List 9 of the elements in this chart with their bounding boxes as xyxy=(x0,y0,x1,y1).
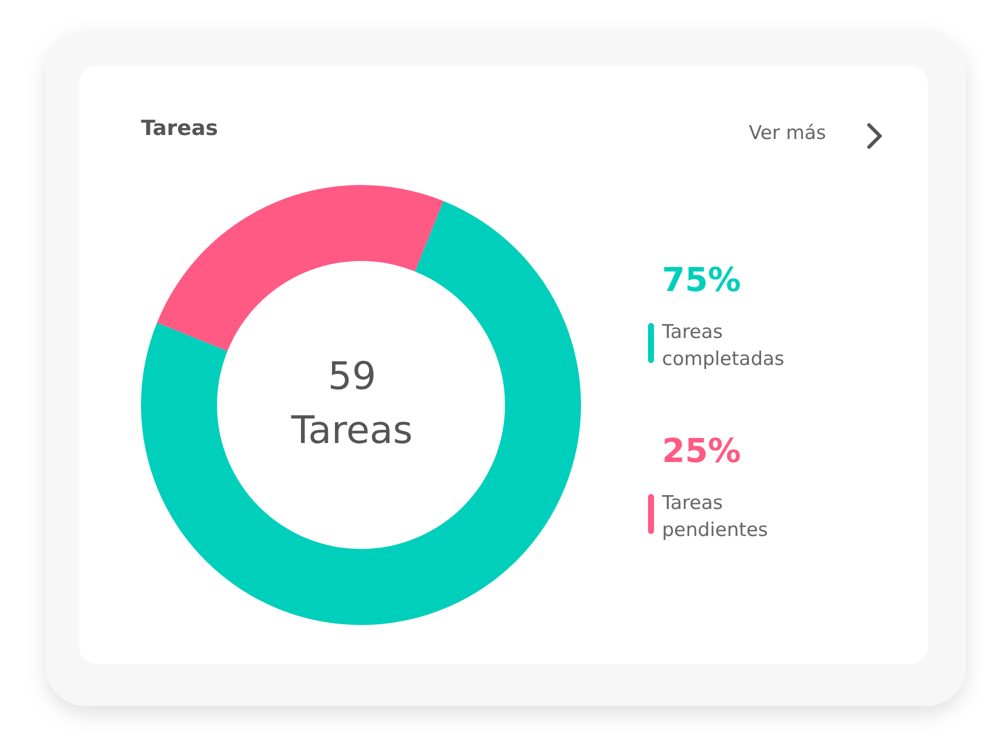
donut-slice xyxy=(157,185,444,352)
text: 59 Tareas xyxy=(290,354,413,452)
donut-slice xyxy=(141,201,581,625)
text: Ver más xyxy=(748,122,826,144)
chart-title: Tareas xyxy=(141,116,218,140)
legend-label: Tareas pendientes xyxy=(661,492,768,541)
legend-label: Tareas completadas xyxy=(661,321,784,370)
data-label: 25% xyxy=(662,431,741,470)
data-label: 75% xyxy=(662,260,741,299)
